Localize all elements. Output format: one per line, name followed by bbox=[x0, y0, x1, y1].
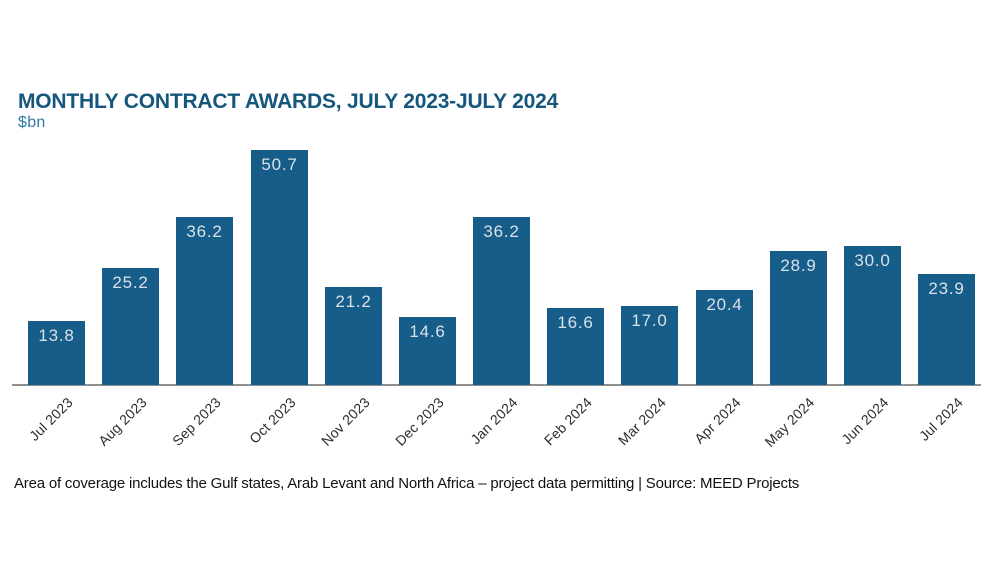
bar-jun-2024: 30.0 bbox=[844, 246, 901, 385]
bar-may-2024: 28.9 bbox=[770, 251, 827, 385]
x-tick-mar-2024: Mar 2024 bbox=[614, 394, 669, 449]
bar-feb-2024: 16.6 bbox=[547, 308, 604, 385]
bar-value-label: 23.9 bbox=[928, 279, 965, 298]
x-tick-apr-2024: Apr 2024 bbox=[691, 394, 744, 447]
bar-value-label: 16.6 bbox=[557, 313, 594, 332]
bar-jan-2024: 36.2 bbox=[473, 217, 530, 385]
bar-value-label: 13.8 bbox=[38, 326, 75, 345]
x-tick-feb-2024: Feb 2024 bbox=[540, 394, 595, 449]
bar-value-label: 17.0 bbox=[631, 311, 668, 330]
chart-title: MONTHLY CONTRACT AWARDS, JULY 2023-JULY … bbox=[18, 90, 559, 113]
bar-value-label: 36.2 bbox=[483, 222, 520, 241]
bar-value-label: 28.9 bbox=[780, 256, 817, 275]
x-axis-line bbox=[12, 384, 981, 386]
x-tick-nov-2023: Nov 2023 bbox=[317, 394, 373, 449]
x-tick-may-2024: May 2024 bbox=[761, 394, 818, 450]
x-tick-jul-2023: Jul 2023 bbox=[25, 394, 76, 444]
bar-nov-2023: 21.2 bbox=[325, 287, 382, 385]
bar-jul-2024: 23.9 bbox=[918, 274, 975, 385]
bar-value-label: 21.2 bbox=[335, 292, 372, 311]
chart-unit-label: $bn bbox=[18, 114, 46, 131]
x-tick-dec-2023: Dec 2023 bbox=[391, 394, 447, 449]
bar-jul-2023: 13.8 bbox=[28, 321, 85, 385]
bar-aug-2023: 25.2 bbox=[102, 268, 159, 385]
bar-value-label: 50.7 bbox=[261, 155, 298, 174]
bar-value-label: 30.0 bbox=[854, 251, 891, 270]
bar-value-label: 20.4 bbox=[706, 295, 743, 314]
bar-value-label: 14.6 bbox=[409, 322, 446, 341]
x-tick-sep-2023: Sep 2023 bbox=[168, 394, 224, 449]
x-tick-jun-2024: Jun 2024 bbox=[838, 394, 892, 448]
bar-value-label: 36.2 bbox=[186, 222, 223, 241]
x-tick-jan-2024: Jan 2024 bbox=[467, 394, 521, 448]
bar-dec-2023: 14.6 bbox=[399, 317, 456, 385]
bar-value-label: 25.2 bbox=[112, 273, 149, 292]
bar-apr-2024: 20.4 bbox=[696, 290, 753, 385]
bar-sep-2023: 36.2 bbox=[176, 217, 233, 385]
bar-oct-2023: 50.7 bbox=[251, 150, 308, 385]
source-note: Area of coverage includes the Gulf state… bbox=[14, 475, 800, 492]
x-tick-oct-2023: Oct 2023 bbox=[246, 394, 299, 447]
x-tick-jul-2024: Jul 2024 bbox=[915, 394, 966, 444]
x-tick-aug-2023: Aug 2023 bbox=[94, 394, 150, 449]
bar-mar-2024: 17.0 bbox=[621, 306, 678, 385]
